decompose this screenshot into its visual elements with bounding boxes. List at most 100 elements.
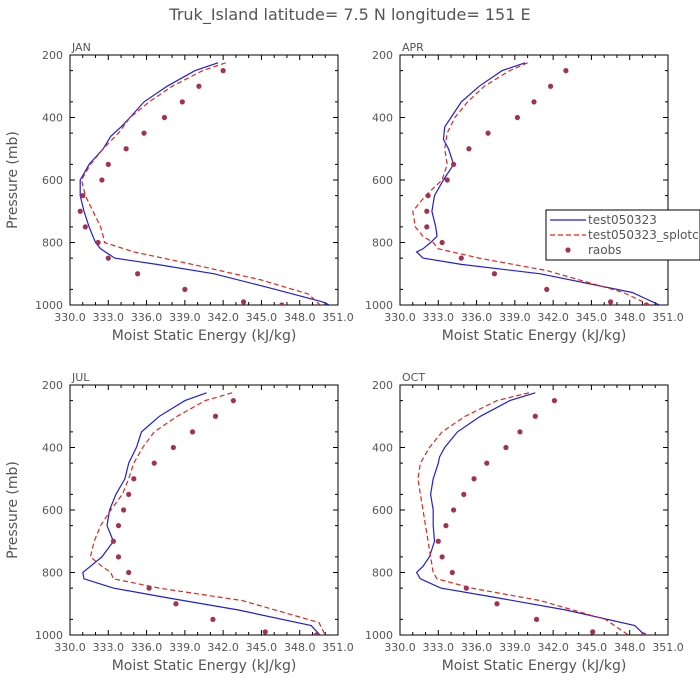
series-line-test050323-splotch [80,62,321,305]
series-line-test050323 [82,392,321,635]
raobs-point [547,83,554,89]
raobs-point [210,616,216,622]
y-tick-label: 400 [42,112,63,125]
raobs-point [484,460,490,466]
y-tick-label: 600 [42,504,63,517]
x-tick-label: 342.0 [537,311,569,324]
x-tick-label: 345.0 [246,641,278,654]
y-tick-label: 600 [372,504,393,517]
x-tick-label: 351.0 [652,311,684,324]
x-tick-label: 342.0 [207,311,239,324]
y-tick-label: 400 [372,442,393,455]
y-tick-label: 600 [372,174,393,187]
raobs-point [439,239,445,246]
panel-label: OCT [402,371,425,384]
raobs-point [105,255,111,261]
legend-box [545,209,700,261]
raobs-point [80,193,86,199]
x-tick-label: 339.0 [499,641,531,654]
raobs-point [82,224,88,230]
x-tick-label: 342.0 [537,641,569,654]
raobs-point [146,585,152,591]
y-tick-label: 1000 [35,299,63,312]
series-line-test050323 [79,62,331,305]
y-tick-label: 800 [42,237,63,250]
x-tick-label: 342.0 [207,641,239,654]
raobs-point [458,255,464,261]
y-tick-label: 200 [372,379,393,392]
raobs-point [279,302,285,305]
raobs-point [451,507,457,513]
raobs-point [262,629,268,635]
x-tick-label: 345.0 [246,311,278,324]
legend-label: raobs [588,243,622,257]
raobs-point [173,601,179,607]
x-tick-label: 339.0 [169,311,201,324]
raobs-point [461,491,467,497]
raobs-point [563,68,569,74]
panel-label: JAN [71,41,91,54]
raobs-point [212,413,219,419]
y-tick-label: 1000 [35,629,63,642]
raobs-point [110,538,116,544]
raobs-point [313,632,319,635]
y-tick-label: 1000 [365,629,393,642]
series-line-test050323 [415,62,661,305]
raobs-point [551,398,558,404]
y-tick-label: 1000 [365,299,393,312]
x-tick-label: 345.0 [576,641,608,654]
x-tick-label: 348.0 [614,311,646,324]
legend-label: test050323 [588,213,657,227]
x-tick-label: 345.0 [576,311,608,324]
raobs-point [196,83,202,89]
raobs-point [121,507,127,513]
raobs-point [105,161,111,167]
raobs-point [451,161,457,167]
series-line-test050323-splotch [417,392,629,635]
x-tick-label: 348.0 [284,641,316,654]
y-tick-label: 200 [42,49,63,62]
x-tick-label: 351.0 [322,311,354,324]
plot-frame [399,54,669,306]
raobs-point [443,523,449,529]
x-axis-label: Moist Static Energy (kJ/kg) [442,658,627,674]
x-tick-label: 333.0 [423,641,455,654]
x-tick-label: 333.0 [93,311,125,324]
y-tick-label: 800 [372,237,393,250]
x-tick-label: 348.0 [614,641,646,654]
raobs-point [95,239,101,246]
legend-swatch-raobs [565,247,571,253]
raobs-point [99,177,105,183]
raobs-point [189,429,196,435]
raobs-point [463,585,469,591]
raobs-point [182,286,188,292]
raobs-point [131,476,137,482]
raobs-point [533,616,540,622]
x-tick-label: 339.0 [499,311,531,324]
y-tick-label: 800 [372,567,393,580]
raobs-point [439,554,445,560]
plot-area [415,392,647,635]
raobs-point [126,569,132,576]
x-tick-label: 330.0 [384,311,416,324]
x-axis-label: Moist Static Energy (kJ/kg) [112,658,297,674]
raobs-point [424,224,430,230]
raobs-point [643,302,649,305]
raobs-point [141,130,147,136]
raobs-point [435,538,441,544]
raobs-point [471,476,477,482]
raobs-point [491,271,498,277]
raobs-point [179,99,185,105]
x-tick-label: 351.0 [322,641,354,654]
y-tick-label: 800 [42,567,63,580]
y-axis-label: Pressure (mb) [5,131,21,229]
raobs-point [220,68,226,74]
raobs-point [230,398,236,404]
raobs-point [425,193,431,199]
x-axis-label: Moist Static Energy (kJ/kg) [112,328,297,344]
panel-label: JUL [71,371,90,384]
